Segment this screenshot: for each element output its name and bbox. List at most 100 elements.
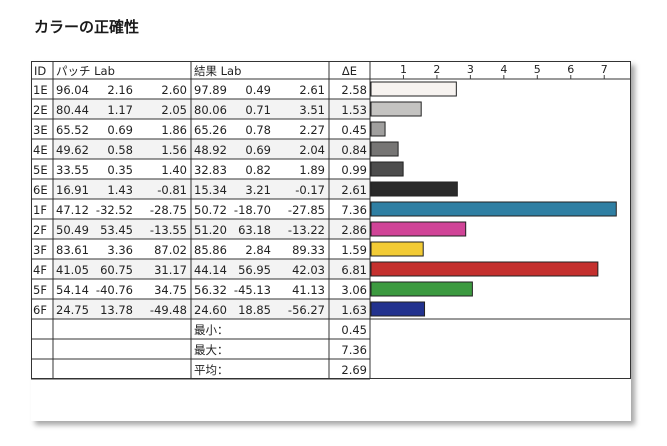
cell-id: 6E — [33, 183, 48, 197]
bar-3F — [370, 241, 424, 257]
cell-patch-b: 1.86 — [161, 123, 187, 137]
cell-delta-e: 1.63 — [341, 303, 367, 317]
bar-5E — [370, 161, 404, 177]
cell-result-l: 15.34 — [194, 183, 227, 197]
x-tick-label: 7 — [601, 63, 608, 76]
cell-id: 1F — [33, 203, 47, 217]
cell-patch-a: 0.58 — [107, 143, 133, 157]
summary-value: 7.36 — [341, 343, 367, 357]
cell-id: 3F — [33, 243, 47, 257]
summary-value: 2.69 — [341, 363, 367, 377]
cell-patch-b: 31.17 — [154, 263, 187, 277]
cell-result-a: 0.69 — [245, 143, 271, 157]
bar-6F — [370, 301, 426, 317]
cell-patch-l: 54.14 — [56, 283, 89, 297]
bar-4E — [370, 141, 399, 157]
bar-4F — [370, 261, 599, 277]
cell-patch-a: 60.75 — [100, 263, 133, 277]
cell-delta-e: 3.06 — [341, 283, 367, 297]
x-tick-label: 6 — [567, 63, 574, 76]
cell-delta-e: 7.36 — [341, 203, 367, 217]
cell-result-b: 1.89 — [299, 163, 325, 177]
bar-3E — [370, 121, 386, 137]
row-shade — [53, 219, 370, 239]
cell-patch-l: 96.04 — [56, 83, 89, 97]
cell-result-b: 3.51 — [299, 103, 325, 117]
header-delta-e: ΔE — [342, 64, 357, 78]
cell-result-l: 97.89 — [194, 83, 227, 97]
cell-result-a: 0.49 — [245, 83, 271, 97]
cell-id: 4E — [33, 143, 48, 157]
cell-patch-a: 13.78 — [100, 303, 133, 317]
cell-delta-e: 1.53 — [341, 103, 367, 117]
cell-id: 4F — [33, 263, 47, 277]
cell-result-a: 0.82 — [245, 163, 271, 177]
cell-result-l: 44.14 — [194, 263, 227, 277]
cell-result-l: 50.72 — [194, 203, 227, 217]
cell-delta-e: 2.61 — [341, 183, 367, 197]
cell-patch-l: 33.55 — [56, 163, 89, 177]
row-shade — [53, 299, 370, 319]
cell-patch-l: 47.12 — [56, 203, 89, 217]
cell-result-a: 2.84 — [245, 243, 271, 257]
cell-result-l: 32.83 — [194, 163, 227, 177]
cell-delta-e: 0.99 — [341, 163, 367, 177]
cell-result-b: 2.61 — [299, 83, 325, 97]
cell-patch-l: 80.44 — [56, 103, 89, 117]
cell-result-a: -18.70 — [234, 203, 271, 217]
header-patch-lab: パッチ Lab — [56, 64, 115, 78]
cell-result-l: 51.20 — [194, 223, 227, 237]
cell-patch-a: -40.76 — [96, 283, 133, 297]
cell-patch-a: 2.16 — [107, 83, 133, 97]
cell-patch-l: 41.05 — [56, 263, 89, 277]
cell-result-a: 3.21 — [245, 183, 271, 197]
bar-1E — [370, 81, 457, 97]
x-tick-label: 3 — [467, 63, 474, 76]
cell-result-l: 56.32 — [194, 283, 227, 297]
cell-result-a: 56.95 — [238, 263, 271, 277]
x-tick-label: 4 — [500, 63, 507, 76]
cell-result-b: 42.03 — [292, 263, 325, 277]
cell-id: 5E — [33, 163, 48, 177]
cell-patch-b: 87.02 — [154, 243, 187, 257]
cell-patch-a: 0.35 — [107, 163, 133, 177]
cell-patch-l: 16.91 — [56, 183, 89, 197]
cell-id: 2E — [33, 103, 48, 117]
page-title: カラーの正確性 — [34, 18, 140, 36]
cell-result-a: 0.71 — [245, 103, 271, 117]
cell-delta-e: 0.84 — [341, 143, 367, 157]
cell-result-l: 80.06 — [194, 103, 227, 117]
row-shade — [53, 139, 370, 159]
bar-5F — [370, 281, 473, 297]
summary-label: 平均： — [194, 363, 229, 377]
cell-result-b: 41.13 — [292, 283, 325, 297]
cell-result-a: -45.13 — [234, 283, 271, 297]
cell-patch-a: -32.52 — [96, 203, 133, 217]
row-shade — [53, 99, 370, 119]
bar-6E — [370, 181, 458, 197]
cell-result-a: 18.85 — [238, 303, 271, 317]
bar-2F — [370, 221, 467, 237]
color-accuracy-chart: ID パッチ Lab 結果 Lab ΔE 1 2 3 4 5 6 7 1E 96.04 2.16 2.60 9… — [31, 61, 631, 380]
cell-patch-l: 49.62 — [56, 143, 89, 157]
cell-delta-e: 2.86 — [341, 223, 367, 237]
cell-patch-b: 1.56 — [161, 143, 187, 157]
cell-delta-e: 0.45 — [341, 123, 367, 137]
cell-patch-l: 83.61 — [56, 243, 89, 257]
cell-patch-b: 2.60 — [161, 83, 187, 97]
cell-result-l: 85.86 — [194, 243, 227, 257]
cell-id: 5F — [33, 283, 47, 297]
cell-id: 1E — [33, 83, 48, 97]
cell-patch-b: 1.40 — [161, 163, 187, 177]
cell-patch-b: -28.75 — [150, 203, 187, 217]
x-tick-label: 1 — [400, 63, 407, 76]
cell-id: 2F — [33, 223, 47, 237]
cell-patch-b: -0.81 — [157, 183, 187, 197]
cell-id: 6F — [33, 303, 47, 317]
cell-delta-e: 1.59 — [341, 243, 367, 257]
summary-value: 0.45 — [341, 323, 367, 337]
cell-result-a: 0.78 — [245, 123, 271, 137]
cell-patch-l: 65.52 — [56, 123, 89, 137]
header-id: ID — [34, 64, 46, 78]
x-tick-label: 5 — [534, 63, 541, 76]
